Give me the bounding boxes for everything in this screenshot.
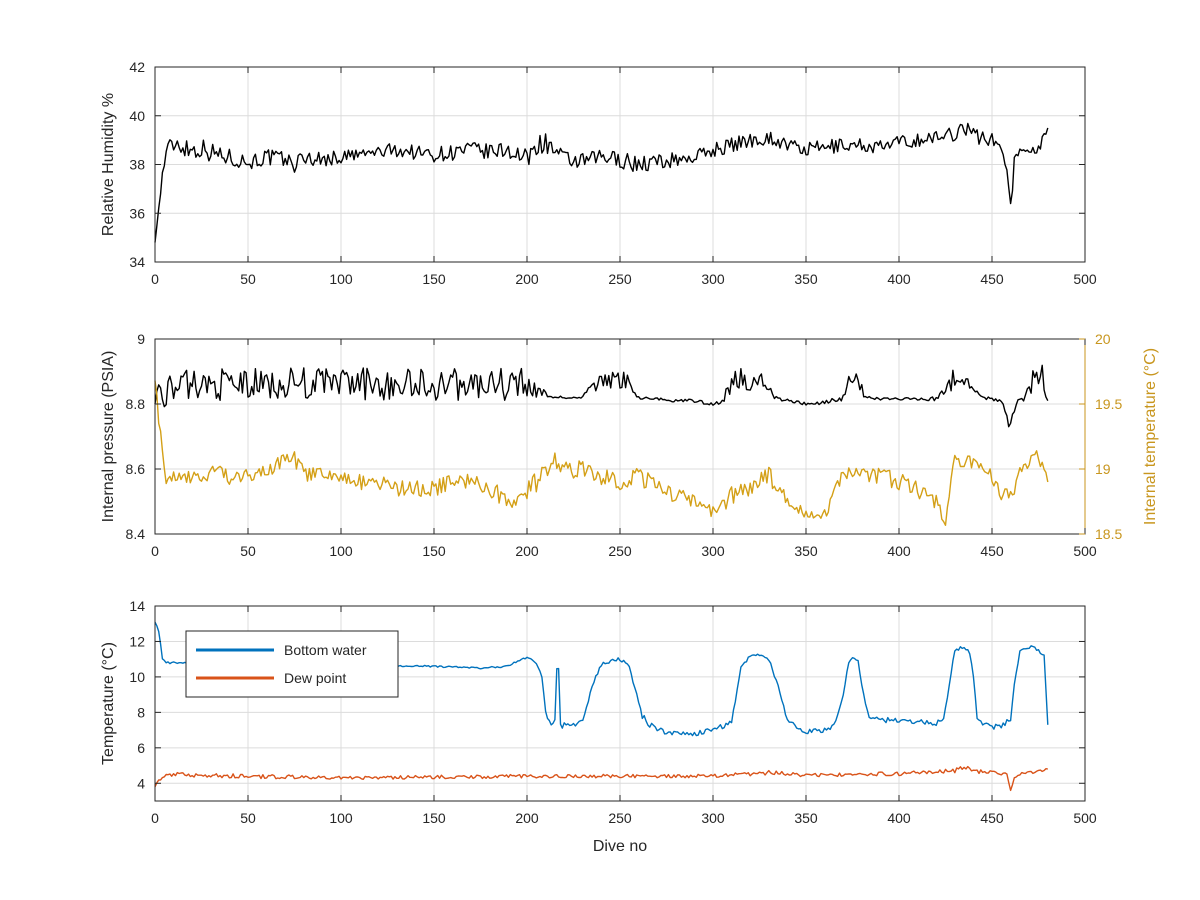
y-tick-label: 8 [137,704,145,720]
x-tick-label: 350 [794,543,818,559]
x-tick-label: 150 [422,810,446,826]
legend: Bottom water Dew point [185,630,399,698]
chart-panel-3: 0 50 100 150 200 250 300 350 400 450 500 4 6 8 10 12 14 T… [100,598,1097,855]
y-right-tick-label: 20 [1095,331,1111,347]
y-tick-label: 36 [129,205,145,221]
y-axis-label: Relative Humidity % [100,93,117,236]
x-tick-label: 300 [701,543,725,559]
y-tick-label: 4 [137,775,145,791]
x-tick-label: 350 [794,810,818,826]
y-right-tick-label: 19.5 [1095,396,1122,412]
y-axis-label: Internal pressure (PSIA) [100,351,117,523]
x-tick-label: 50 [240,810,256,826]
y-tick-label: 38 [129,157,145,173]
y-right-tick-label: 19 [1095,461,1111,477]
y-tick-label: 34 [129,254,145,270]
y-tick-label: 8.6 [126,461,146,477]
x-tick-label: 150 [422,543,446,559]
x-tick-label: 50 [240,271,256,287]
y-tick-label: 42 [129,59,145,75]
y-tick-label: 12 [129,633,145,649]
x-tick-label: 50 [240,543,256,559]
y-tick-label: 14 [129,598,145,614]
x-tick-label: 0 [151,543,159,559]
y-axis-label: Temperature (°C) [100,642,117,765]
x-tick-label: 450 [980,810,1004,826]
series-line-dew-point [154,765,1048,792]
x-tick-label: 350 [794,271,818,287]
x-tick-label: 500 [1073,271,1097,287]
x-tick-label: 500 [1073,543,1097,559]
legend-label: Bottom water [284,642,367,658]
y-tick-label: 40 [129,108,145,124]
y-axis-label-right: Internal temperature (°C) [1142,348,1159,525]
x-tick-label: 400 [887,543,911,559]
legend-box [185,630,399,698]
x-tick-label: 200 [515,271,539,287]
x-tick-label: 250 [608,271,632,287]
x-tick-label: 450 [980,271,1004,287]
series-line-right [154,380,1049,526]
x-tick-label: 150 [422,271,446,287]
chart-panel-2: 0 50 100 150 200 250 300 350 400 450 500 8.4 8.6 8.8 9… [100,331,1159,559]
legend-label: Dew point [284,670,346,686]
y-tick-label: 8.8 [126,396,146,412]
x-tick-label: 0 [151,271,159,287]
x-tick-label: 100 [329,271,353,287]
x-tick-label: 200 [515,543,539,559]
y-tick-label: 10 [129,669,145,685]
x-tick-label: 200 [515,810,539,826]
y-tick-label: 8.4 [126,526,146,542]
series-line-data [154,122,1049,243]
x-tick-label: 100 [329,810,353,826]
x-tick-label: 300 [701,271,725,287]
x-tick-label: 400 [887,810,911,826]
x-tick-label: 300 [701,810,725,826]
x-tick-label: 500 [1073,810,1097,826]
y-tick-label: 9 [137,331,145,347]
series-line-left [154,364,1049,428]
x-tick-label: 0 [151,810,159,826]
chart-panel-1: 0 50 100 150 200 250 300 350 400 450 500 34 36 38 40 42… [100,59,1097,287]
x-tick-label: 400 [887,271,911,287]
x-tick-label: 250 [608,543,632,559]
x-axis-label: Dive no [593,838,647,855]
x-tick-label: 450 [980,543,1004,559]
x-tick-label: 100 [329,543,353,559]
x-tick-label: 250 [608,810,632,826]
y-right-tick-label: 18.5 [1095,526,1122,542]
y-tick-label: 6 [137,740,145,756]
